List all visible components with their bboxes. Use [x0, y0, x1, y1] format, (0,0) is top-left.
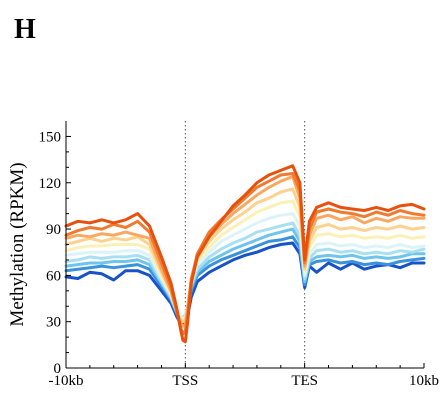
y-axis-title: Methylation (RPKM)	[7, 162, 28, 326]
series-line-4	[64, 187, 426, 324]
x-tick-label: TSS	[172, 373, 198, 389]
series-line-1	[64, 164, 426, 344]
series-line-3	[64, 175, 426, 328]
y-tick-label: 60	[46, 268, 61, 284]
y-tick-label: 30	[46, 315, 61, 331]
x-tick-label: -10kb	[49, 373, 84, 389]
series-line-10	[64, 241, 426, 327]
panel-label: H	[14, 14, 36, 45]
series-line-9	[64, 235, 426, 322]
y-tick-label: 90	[46, 222, 61, 238]
x-tick-label: 10kb	[409, 373, 439, 389]
x-tick-label: TES	[291, 373, 318, 389]
series-line-5	[64, 199, 426, 322]
plot-area: 0 30 60 90 120 150 -10kb TSS TES 10kb Methylation …	[7, 121, 439, 389]
series-line-7	[64, 221, 426, 319]
y-tick-label: 120	[39, 176, 62, 192]
series-line-8	[64, 227, 426, 319]
y-tick-label: 150	[39, 129, 62, 145]
series-line-6	[64, 212, 426, 321]
y-tick-label: 0	[54, 361, 62, 377]
